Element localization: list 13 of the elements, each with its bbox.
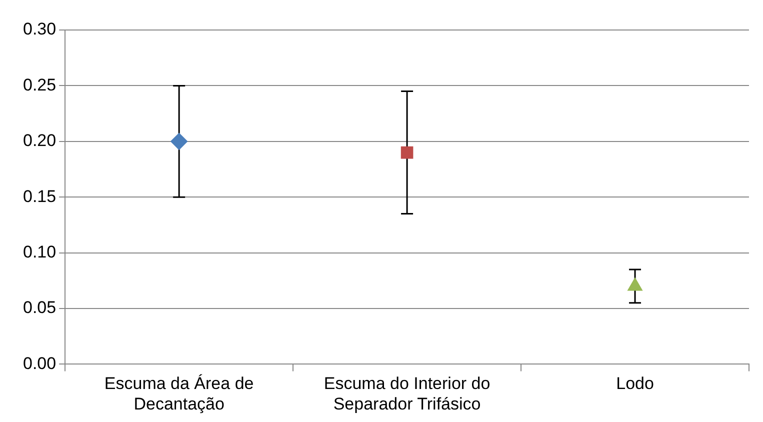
y-tick-label: 0.05 [22,298,56,318]
point [628,278,642,291]
point [400,146,414,159]
point [170,132,188,150]
y-tick-label: 0.10 [22,242,56,262]
y-tick-label: 0.20 [22,131,56,150]
y-tick-label: 0.00 [22,354,56,373]
y-tick-label: 0.15 [22,186,56,206]
x-tick-label: Escuma da Área de Decantação [104,374,254,414]
x-tick-label: Lodo [616,374,654,394]
y-tick-label: 0.25 [22,75,56,94]
y-tick-label: 0.30 [22,20,56,39]
x-tick-label: Escuma do Interior do Separador Trifásico [324,374,490,414]
